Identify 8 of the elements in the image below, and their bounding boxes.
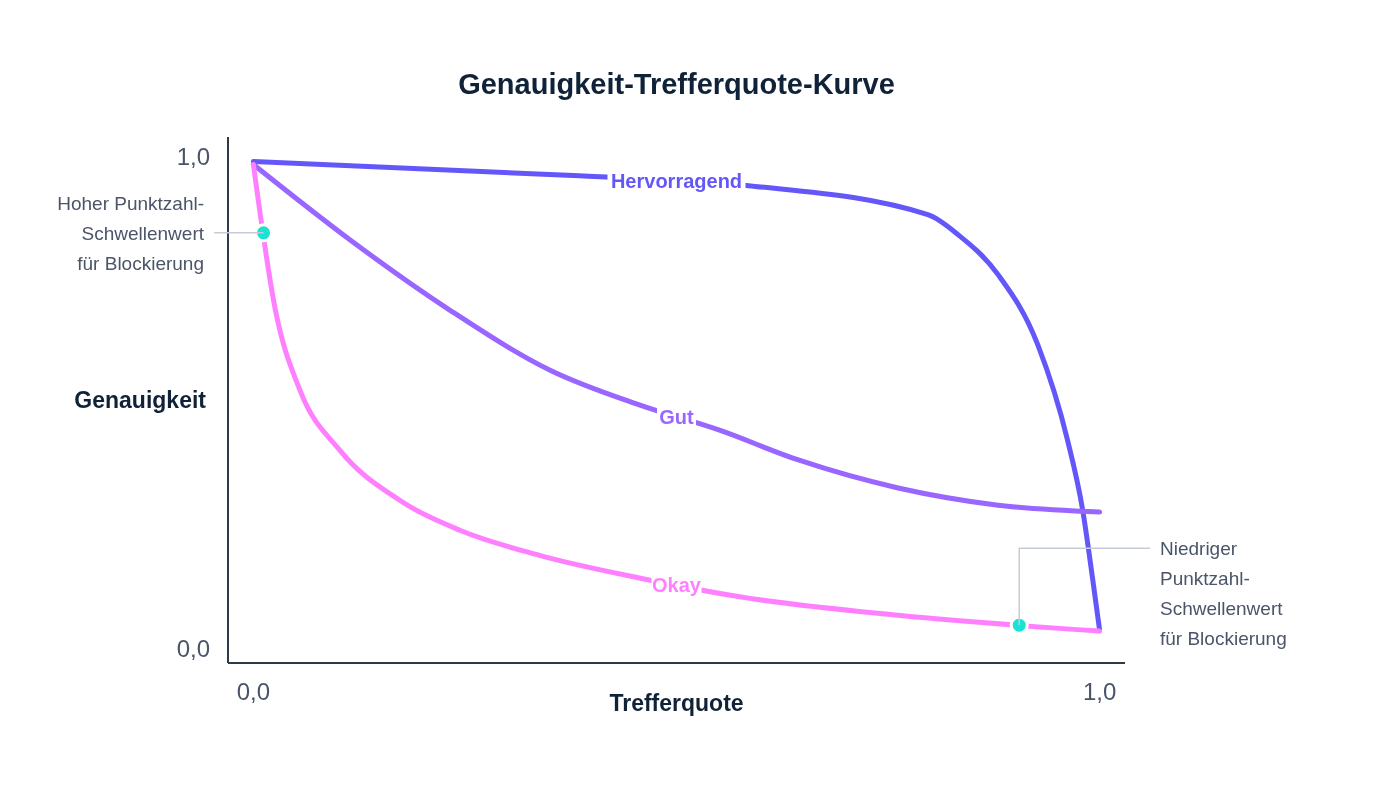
series-label: Gut — [659, 405, 695, 428]
y-axis-title: Genauigkeit — [74, 387, 207, 413]
x-axis-title: Trefferquote — [609, 690, 744, 716]
chart-title: Genauigkeit-Trefferquote-Kurve — [458, 68, 895, 100]
series-label: Hervorragend — [610, 170, 743, 193]
series-label: Okay — [652, 573, 702, 596]
annotation: Niedriger Punktzahl- Schwellenwert für Blockierung — [1160, 538, 1287, 650]
annotation: Hoher Punktzahl- Schwellenwert für Blockierung — [57, 192, 205, 274]
